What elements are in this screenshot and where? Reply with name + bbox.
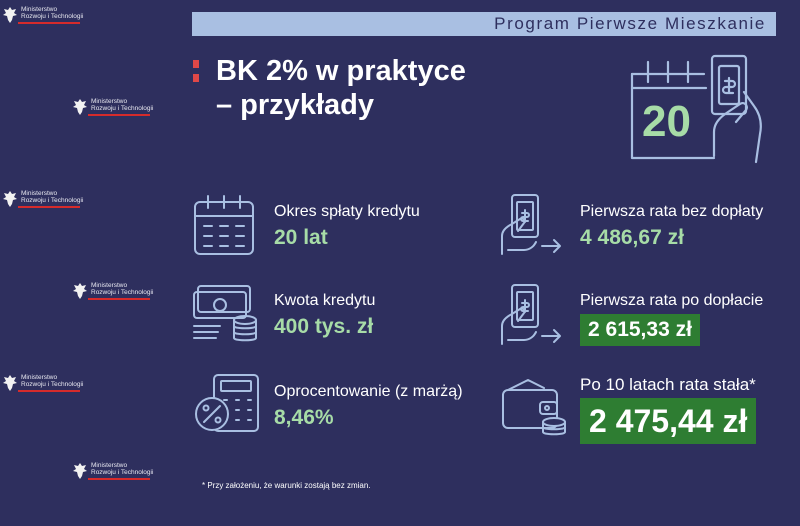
- hand-banknote-icon: [501, 284, 561, 345]
- page-title: BK 2% w praktyce – przykłady: [216, 54, 466, 122]
- footnote: * Przy założeniu, że warunki zostają bez…: [202, 481, 371, 490]
- calendar-hand-banknote-icon: 20: [630, 54, 762, 164]
- ministry-logo: Ministerstwo Rozwoju i Technologii: [2, 190, 83, 208]
- fixed-installment-label: Po 10 latach rata stała*: [580, 375, 756, 394]
- ministry-name-line1: Ministerstwo: [21, 6, 58, 13]
- ministry-logo: Ministerstwo Rozwoju i Technologii: [72, 98, 153, 116]
- money-coins-icon: [193, 285, 257, 342]
- loan-term-value: 20 lat: [274, 226, 328, 249]
- ministry-red-line: [88, 478, 150, 480]
- ministry-red-line: [18, 22, 80, 24]
- fixed-installment-value: 2 475,44 zł: [580, 398, 757, 444]
- ministry-logo: Ministerstwo Rozwoju i Technologii: [72, 462, 153, 480]
- hero-number: 20: [642, 97, 691, 146]
- eagle-emblem-icon: [73, 463, 87, 479]
- first-installment-with-subsidy-value: 2 615,33 zł: [580, 314, 700, 346]
- ministry-name-line1: Ministerstwo: [21, 190, 58, 197]
- ministry-name-line2: Rozwoju i Technologii: [21, 13, 84, 20]
- calculator-percent-icon: [195, 374, 259, 432]
- ministry-logo: Ministerstwo Rozwoju i Technologii: [2, 6, 83, 24]
- interest-rate-label: Oprocentowanie (z marżą): [274, 383, 463, 400]
- program-banner: Program Pierwsze Mieszkanie: [192, 12, 776, 36]
- hand-banknote-icon: [501, 194, 561, 255]
- ministry-name-line1: Ministerstwo: [91, 98, 128, 105]
- ministry-name-line1: Ministerstwo: [91, 282, 128, 289]
- interest-rate-value: 8,46%: [274, 406, 334, 429]
- loan-amount-label: Kwota kredytu: [274, 292, 376, 309]
- eagle-emblem-icon: [3, 191, 17, 207]
- loan-term-label: Okres spłaty kredytu: [274, 203, 420, 220]
- eagle-emblem-icon: [3, 375, 17, 391]
- ministry-red-line: [88, 298, 150, 300]
- ministry-name-line2: Rozwoju i Technologii: [21, 381, 84, 388]
- eagle-emblem-icon: [3, 7, 17, 23]
- ministry-name-line2: Rozwoju i Technologii: [21, 197, 84, 204]
- ministry-red-line: [18, 206, 80, 208]
- loan-amount-value: 400 tys. zł: [274, 315, 374, 338]
- eagle-emblem-icon: [73, 283, 87, 299]
- ministry-name-line2: Rozwoju i Technologii: [91, 469, 154, 476]
- title-line1: BK 2% w praktyce: [216, 55, 466, 87]
- first-installment-no-subsidy-label: Pierwsza rata bez dopłaty: [580, 203, 764, 220]
- calendar-icon: [194, 195, 254, 255]
- first-installment-with-subsidy-label: Pierwsza rata po dopłacie: [580, 292, 764, 309]
- wallet-coins-icon: [502, 379, 566, 436]
- eagle-emblem-icon: [73, 99, 87, 115]
- ministry-name-line2: Rozwoju i Technologii: [91, 105, 154, 112]
- ministry-red-line: [88, 114, 150, 116]
- ministry-logo: Ministerstwo Rozwoju i Technologii: [2, 374, 83, 392]
- ministry-logo: Ministerstwo Rozwoju i Technologii: [72, 282, 153, 300]
- ministry-name-line2: Rozwoju i Technologii: [91, 289, 154, 296]
- title-accent-marks: [193, 60, 199, 88]
- ministry-name-line1: Ministerstwo: [21, 374, 58, 381]
- first-installment-no-subsidy-value: 4 486,67 zł: [580, 226, 684, 249]
- ministry-red-line: [18, 390, 80, 392]
- ministry-name-line1: Ministerstwo: [91, 462, 128, 469]
- title-line2: – przykłady: [216, 89, 374, 121]
